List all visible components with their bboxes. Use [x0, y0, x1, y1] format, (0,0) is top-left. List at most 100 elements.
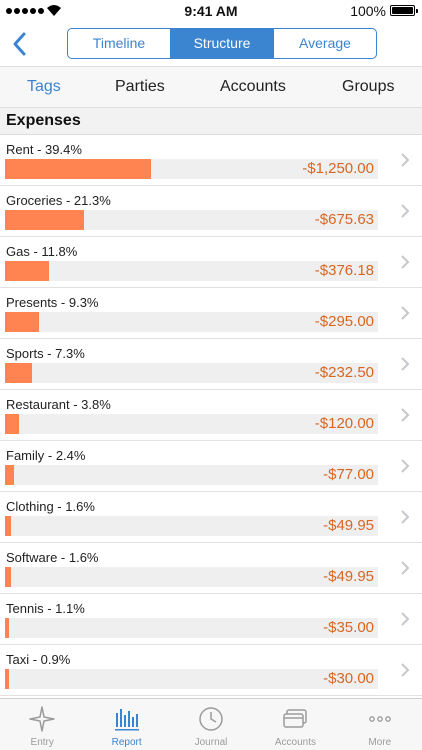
tabbar-entry[interactable]: Entry — [0, 699, 84, 750]
bar-track: -$1,250.00 — [5, 159, 378, 179]
status-bar: 9:41 AM 100% — [0, 0, 422, 22]
list-item[interactable]: Tennis - 1.1% -$35.00 — [0, 594, 422, 645]
category-tabs: Tags Parties Accounts Groups — [0, 66, 422, 108]
list-item[interactable]: Sports - 7.3% -$232.50 — [0, 339, 422, 390]
list-item[interactable]: Restaurant - 3.8% -$120.00 — [0, 390, 422, 441]
bar-fill — [5, 567, 11, 587]
navigation-bar: Timeline Structure Average — [0, 22, 422, 66]
wifi-icon — [47, 5, 61, 16]
bar-fill — [5, 363, 33, 383]
row-label: Sports - 7.3% — [6, 346, 85, 361]
journal-icon — [199, 707, 223, 731]
tab-accounts[interactable]: Accounts — [220, 78, 286, 95]
row-amount: -$120.00 — [314, 415, 374, 432]
tabbar-journal[interactable]: Journal — [169, 699, 253, 750]
row-amount: -$49.95 — [323, 568, 374, 585]
bar-track: -$49.95 — [5, 567, 378, 587]
row-amount: -$77.00 — [323, 466, 374, 483]
list-item[interactable]: Gas - 11.8% -$376.18 — [0, 237, 422, 288]
tabbar-label: Accounts — [274, 737, 316, 748]
tab-parties[interactable]: Parties — [115, 78, 165, 95]
bar-track: -$295.00 — [5, 312, 378, 332]
segment-average[interactable]: Average — [299, 35, 351, 51]
bar-track: -$30.00 — [5, 669, 378, 689]
bar-track: -$232.50 — [5, 363, 378, 383]
row-label: Clothing - 1.6% — [6, 499, 95, 514]
segment-timeline[interactable]: Timeline — [68, 29, 171, 58]
tabbar-label: Entry — [30, 737, 54, 748]
row-amount: -$35.00 — [323, 619, 374, 636]
bar-fill — [5, 210, 84, 230]
bar-track: -$49.95 — [5, 516, 378, 536]
row-amount: -$295.00 — [314, 313, 374, 330]
row-label: Rent - 39.4% — [6, 142, 82, 157]
row-label: Tennis - 1.1% — [6, 601, 85, 616]
tabbar-more[interactable]: More — [338, 699, 422, 750]
bar-fill — [5, 465, 14, 485]
status-time: 9:41 AM — [184, 3, 238, 19]
chevron-right-icon — [401, 561, 410, 575]
list-item[interactable]: Rent - 39.4% -$1,250.00 — [0, 135, 422, 186]
segment-structure[interactable]: Structure — [171, 29, 274, 58]
tab-groups[interactable]: Groups — [342, 78, 395, 95]
row-label: Software - 1.6% — [6, 550, 99, 565]
bar-fill — [5, 261, 49, 281]
bar-fill — [5, 312, 40, 332]
more-icon — [368, 716, 391, 722]
row-label: Taxi - 0.9% — [6, 652, 71, 667]
bar-fill — [5, 516, 11, 536]
chevron-right-icon — [401, 612, 410, 626]
tab-tags[interactable]: Tags — [27, 78, 61, 95]
tabbar-label: Journal — [194, 737, 228, 748]
chevron-right-icon — [401, 459, 410, 473]
tabbar-label: More — [368, 737, 392, 748]
row-amount: -$1,250.00 — [302, 160, 374, 177]
signal-icon — [6, 8, 44, 14]
list-item[interactable]: Clothing - 1.6% -$49.95 — [0, 492, 422, 543]
section-header: Expenses — [0, 108, 422, 135]
chevron-right-icon — [401, 408, 410, 422]
row-amount: -$49.95 — [323, 517, 374, 534]
row-label: Gas - 11.8% — [6, 244, 78, 259]
view-segmented-control: Timeline Structure Average — [67, 28, 377, 59]
tabbar-accounts[interactable]: Accounts — [253, 699, 337, 750]
bar-track: -$120.00 — [5, 414, 378, 434]
list-item[interactable]: Software - 1.6% -$49.95 — [0, 543, 422, 594]
tabbar-label: Report — [111, 737, 142, 748]
bar-fill — [5, 669, 9, 689]
list-item[interactable]: Groceries - 21.3% -$675.63 — [0, 186, 422, 237]
row-label: Groceries - 21.3% — [6, 193, 111, 208]
bar-fill — [5, 414, 20, 434]
row-label: Presents - 9.3% — [6, 295, 99, 310]
tabbar-report[interactable]: Report — [84, 699, 168, 750]
section-title: Expenses — [6, 112, 81, 129]
expense-list: Rent - 39.4% -$1,250.00 Groceries - 21.3… — [0, 135, 422, 696]
row-label: Family - 2.4% — [6, 448, 86, 463]
back-chevron-icon[interactable] — [8, 30, 32, 58]
entry-icon — [29, 706, 55, 732]
list-item[interactable]: Family - 2.4% -$77.00 — [0, 441, 422, 492]
report-icon — [114, 709, 139, 731]
list-item[interactable]: Presents - 9.3% -$295.00 — [0, 288, 422, 339]
chevron-right-icon — [401, 153, 410, 167]
chevron-right-icon — [401, 663, 410, 677]
bar-track: -$77.00 — [5, 465, 378, 485]
chevron-right-icon — [401, 357, 410, 371]
list-item[interactable]: Taxi - 0.9% -$30.00 — [0, 645, 422, 696]
accounts-icon — [283, 709, 308, 728]
row-amount: -$232.50 — [314, 364, 374, 381]
bar-track: -$35.00 — [5, 618, 378, 638]
chevron-right-icon — [401, 204, 410, 218]
bar-track: -$376.18 — [5, 261, 378, 281]
row-amount: -$675.63 — [314, 211, 374, 228]
bar-track: -$675.63 — [5, 210, 378, 230]
row-amount: -$376.18 — [314, 262, 374, 279]
row-label: Restaurant - 3.8% — [6, 397, 111, 412]
chevron-right-icon — [401, 255, 410, 269]
chevron-right-icon — [401, 306, 410, 320]
battery-icon — [390, 5, 418, 16]
battery-percentage: 100% — [350, 3, 386, 19]
chevron-right-icon — [401, 510, 410, 524]
tab-bar: Entry Report Journal Accounts — [0, 698, 422, 750]
bar-fill — [5, 159, 151, 179]
